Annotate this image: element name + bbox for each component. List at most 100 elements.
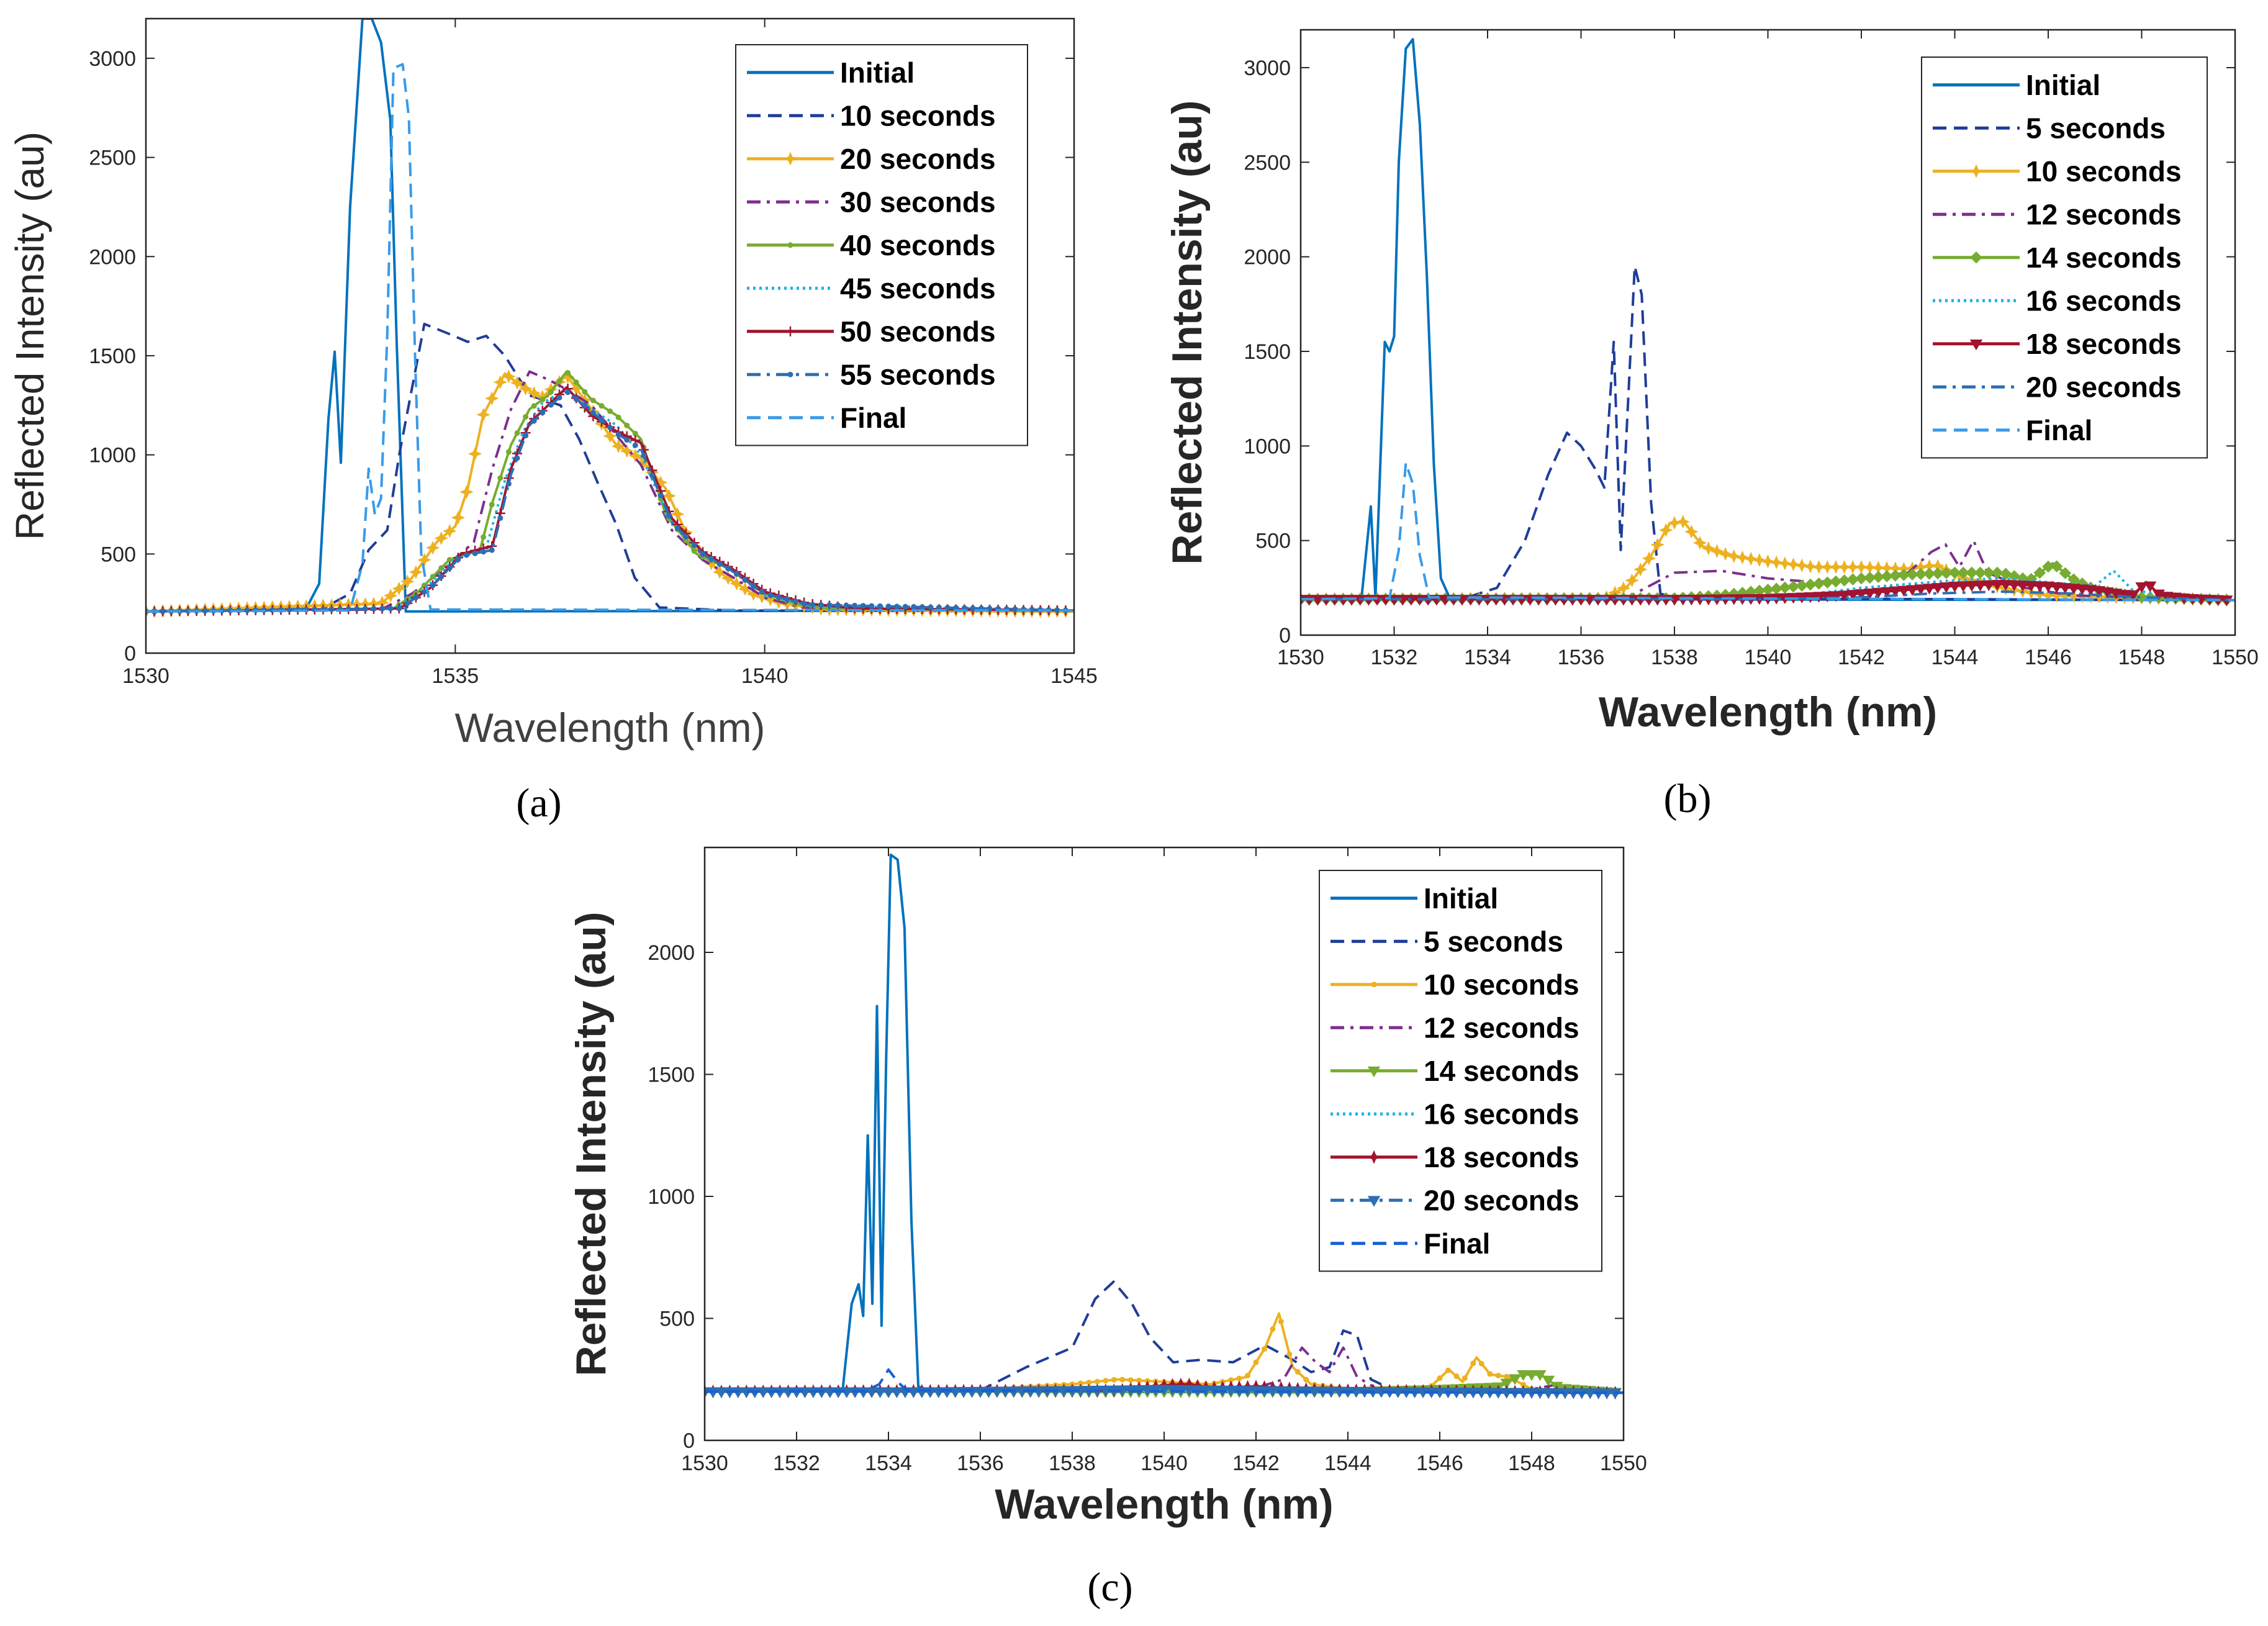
series-marker xyxy=(1837,560,1851,574)
series-marker xyxy=(1224,1386,1237,1397)
series-marker xyxy=(2135,582,2148,594)
x-tick-label: 1532 xyxy=(1371,646,1418,669)
series-marker xyxy=(877,603,883,609)
legend-item: Initial xyxy=(1331,882,1498,915)
legend-label: 14 seconds xyxy=(2026,242,2182,274)
series-marker xyxy=(1111,1376,1117,1383)
panel-label: (c) xyxy=(1087,1565,1132,1610)
x-tick-label: 1535 xyxy=(432,664,479,688)
series-line xyxy=(146,19,1074,613)
series-marker xyxy=(1854,560,1869,574)
legend-marker xyxy=(1969,339,1983,351)
series-marker xyxy=(1453,1373,1460,1380)
series-marker xyxy=(286,607,292,613)
series-marker xyxy=(2067,584,2081,595)
series-marker xyxy=(874,1387,887,1398)
series-marker xyxy=(885,603,892,610)
legend-label: 10 seconds xyxy=(840,99,996,132)
series-marker xyxy=(1308,1386,1321,1398)
series-marker xyxy=(725,566,731,572)
series-marker xyxy=(641,453,647,459)
series-marker xyxy=(582,403,588,409)
y-tick-label: 1500 xyxy=(1244,340,1291,364)
legend-label: 5 seconds xyxy=(2026,112,2166,144)
series-marker xyxy=(1650,538,1665,552)
x-tick-label: 1536 xyxy=(1558,646,1605,669)
series-marker xyxy=(1821,591,1834,603)
series-marker xyxy=(1915,567,1927,580)
series-final xyxy=(146,63,1074,613)
series-marker xyxy=(1855,572,1868,585)
x-tick-label: 1542 xyxy=(1232,1452,1280,1475)
legend-item: 20 seconds xyxy=(1331,1184,1579,1216)
series-marker xyxy=(611,439,626,453)
series-marker xyxy=(1889,569,1902,582)
series-marker xyxy=(1786,557,1800,572)
series-marker xyxy=(1752,553,1766,567)
legend-label: Initial xyxy=(1424,882,1498,915)
y-axis-label: Reflected Intensity (au) xyxy=(567,911,615,1376)
legend-item: 18 seconds xyxy=(1933,328,2182,360)
series-marker xyxy=(890,1387,903,1398)
series-marker xyxy=(434,531,448,546)
series-marker xyxy=(396,605,402,612)
series-marker xyxy=(1863,589,1876,600)
series-marker xyxy=(603,429,617,443)
series-marker xyxy=(548,389,554,395)
y-tick-label: 2000 xyxy=(1244,246,1291,269)
series-marker xyxy=(1855,589,1868,600)
series-marker xyxy=(869,603,875,609)
series-marker xyxy=(1676,515,1690,529)
series-marker xyxy=(1769,555,1784,570)
series-marker xyxy=(742,577,748,583)
series-marker xyxy=(928,604,934,610)
series-marker xyxy=(2008,580,2021,592)
series-marker xyxy=(430,582,436,589)
series-marker xyxy=(451,510,466,525)
series-marker xyxy=(865,1387,879,1398)
legend-label: 20 seconds xyxy=(2026,371,2182,403)
series-marker xyxy=(468,446,482,461)
series-marker xyxy=(1727,549,1741,564)
y-tick-label: 1500 xyxy=(648,1063,695,1086)
legend-item: 10 seconds xyxy=(1933,155,2182,187)
series-marker xyxy=(1743,551,1758,566)
series-marker xyxy=(2161,592,2174,603)
series-marker xyxy=(505,449,512,455)
series-marker xyxy=(1948,581,1961,593)
series-marker xyxy=(2016,580,2030,592)
legend-item: 5 seconds xyxy=(1331,925,1563,957)
chart-panel-2: 1530 1532 1534 1536 1538 1540 1542 1544 1546 1548… xyxy=(1163,29,2259,821)
legend: Initial 5 seconds 10 seconds 12 seconds 14 s… xyxy=(1921,56,2208,459)
series-marker xyxy=(1525,1370,1538,1381)
series-marker xyxy=(1778,556,1792,571)
series-marker xyxy=(674,525,680,531)
series-marker xyxy=(354,606,360,612)
series-marker xyxy=(1311,595,1324,606)
series-marker xyxy=(1183,1385,1196,1396)
legend-label: 20 seconds xyxy=(1424,1184,1579,1216)
legend-label: Initial xyxy=(2026,69,2100,101)
series-marker xyxy=(1880,587,1894,598)
legend-label: 55 seconds xyxy=(840,358,996,391)
series-marker xyxy=(2143,581,2157,592)
series-line xyxy=(705,1280,1624,1394)
series-marker xyxy=(1487,1371,1493,1377)
series-marker xyxy=(540,397,546,403)
series-marker xyxy=(2092,586,2106,597)
series-marker xyxy=(379,605,386,612)
series-line xyxy=(1301,264,2235,602)
series-marker xyxy=(1437,1375,1443,1381)
x-tick-label: 1534 xyxy=(1464,646,1511,669)
series-marker xyxy=(1659,523,1673,538)
series-marker xyxy=(775,594,782,600)
series-marker xyxy=(607,425,613,431)
x-tick-label: 1530 xyxy=(1277,646,1324,669)
series-marker xyxy=(1500,1378,1513,1389)
legend-marker xyxy=(787,242,793,248)
x-tick-label: 1548 xyxy=(1508,1452,1555,1475)
legend-marker xyxy=(787,371,793,377)
series-marker xyxy=(970,605,976,612)
series-line xyxy=(146,63,1074,613)
series-marker xyxy=(1735,550,1750,565)
